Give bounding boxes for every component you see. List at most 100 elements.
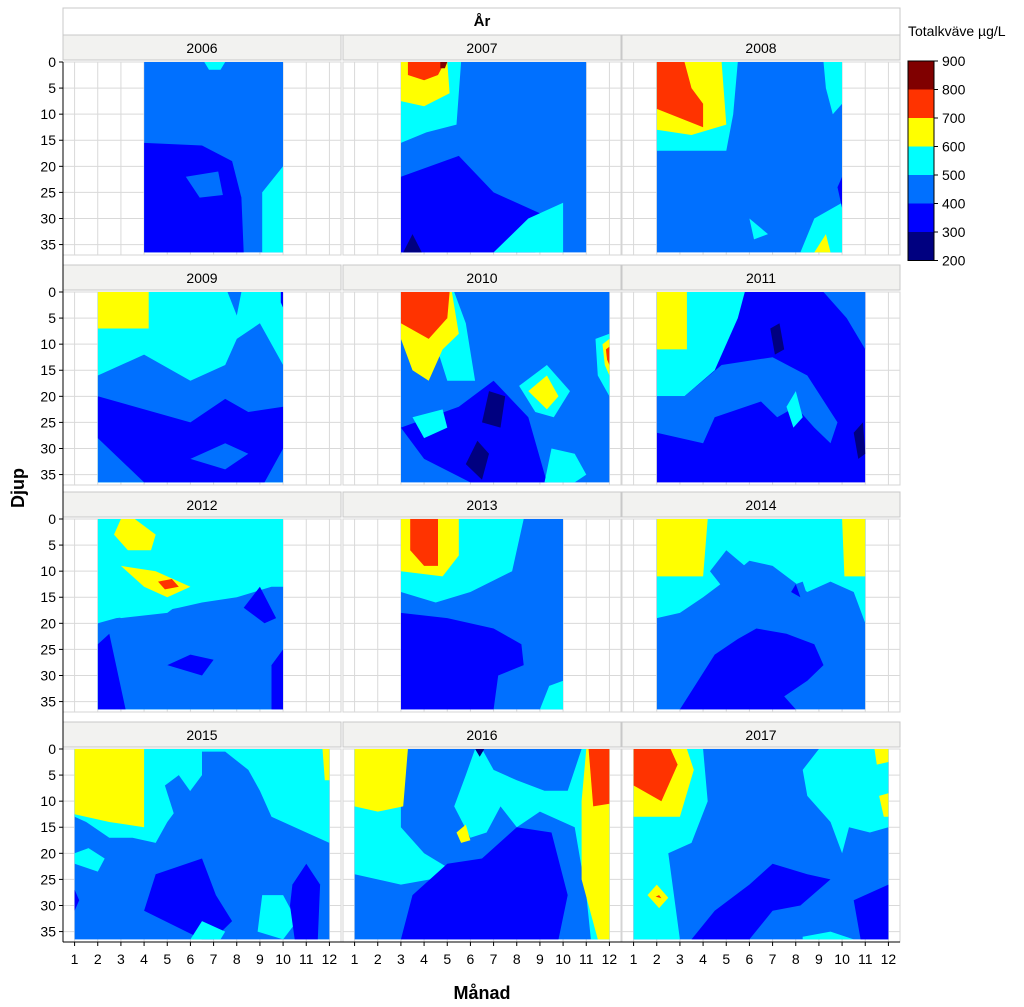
contour-region (407, 62, 445, 81)
contour-region (800, 202, 843, 253)
contour-region (710, 550, 745, 592)
y-tick-label: 5 (48, 80, 56, 96)
year-strip (621, 491, 901, 518)
facet-panel-2008: 2008 (621, 34, 901, 256)
y-tick-label: 0 (48, 741, 56, 757)
contour-region (440, 62, 448, 69)
y-tick-label: 15 (40, 132, 56, 148)
contour-region (400, 380, 547, 483)
contour-region (655, 895, 662, 899)
year-strip-label: 2014 (745, 497, 776, 513)
year-strip-label: 2015 (186, 727, 217, 743)
x-tick-label: 9 (536, 951, 544, 967)
x-tick-label: 2 (653, 951, 661, 967)
contour-fill (400, 519, 564, 710)
legend-label: 400 (942, 196, 966, 212)
x-tick-label: 1 (71, 951, 79, 967)
x-axis-label: Månad (453, 983, 510, 1003)
contour-region (465, 440, 489, 480)
x-tick-label: 2 (94, 951, 102, 967)
year-strip-label: 2011 (746, 270, 776, 286)
contour-region (656, 519, 708, 577)
y-tick-label: 15 (40, 819, 56, 835)
contour-region (400, 155, 552, 253)
contour-region (190, 443, 249, 470)
x-tick-label: 4 (140, 951, 148, 967)
legend-frame (907, 60, 935, 261)
contour-region (412, 409, 448, 439)
y-tick-label: 10 (40, 106, 56, 122)
x-tick-label: 10 (275, 951, 291, 967)
y-tick-label: 5 (48, 310, 56, 326)
facet-panel-2012: 2012 0 5 10 15 20 25 30 35 (40, 491, 342, 713)
contour-region (853, 884, 889, 940)
y-tick-label: 30 (40, 897, 56, 913)
legend-swatch (908, 175, 934, 204)
contour-region (788, 581, 810, 603)
y-tick-label: 10 (40, 336, 56, 352)
year-strip (62, 264, 342, 291)
contour-region (802, 749, 889, 854)
contour-region (400, 827, 568, 940)
legend-label: 800 (942, 82, 966, 98)
contour-region (257, 895, 297, 940)
contour-region (602, 338, 610, 376)
contour-region (823, 62, 843, 115)
facet-panel-2006: 2006 0 5 10 15 20 25 30 35 (40, 34, 342, 256)
contour-region (853, 422, 866, 459)
year-strip-label: 2013 (466, 497, 497, 513)
x-tick-label: 1 (630, 951, 638, 967)
contour-region (770, 323, 785, 355)
contour-fill (400, 292, 610, 483)
contour-region (874, 749, 889, 765)
contour-region (539, 680, 564, 710)
y-tick-label: 35 (40, 924, 56, 940)
contour-region (97, 586, 284, 710)
contour-fill (74, 749, 330, 940)
contour-region (656, 357, 838, 444)
contour-region (164, 775, 198, 822)
contour-fill (656, 62, 843, 253)
y-tick-label: 25 (40, 184, 56, 200)
x-tick-label: 9 (256, 951, 264, 967)
year-strip (621, 34, 901, 61)
contour-region (791, 584, 801, 598)
facet-panel-2007: 2007 (342, 34, 622, 256)
legend-label: 300 (942, 224, 966, 240)
x-tick-label: 6 (467, 951, 475, 967)
y-tick-label: 25 (40, 641, 56, 657)
facet-panel-2013: 2013 (342, 491, 622, 713)
x-tick-label: 11 (299, 951, 314, 967)
year-strip (342, 491, 622, 518)
contour-region (354, 749, 408, 812)
contour-region (185, 171, 223, 198)
contour-fill (144, 62, 284, 253)
x-tick-label: 4 (420, 951, 428, 967)
contour-region (97, 292, 149, 329)
y-tick-label: 20 (40, 615, 56, 631)
facet-panel-2011: 2011 (621, 264, 901, 486)
x-tick-label: 8 (233, 951, 241, 967)
year-strip-label: 2010 (466, 270, 497, 286)
contour-region (749, 218, 768, 240)
x-tick-label: 12 (322, 951, 338, 967)
x-tick-label: 3 (397, 951, 405, 967)
y-tick-label: 15 (40, 589, 56, 605)
contour-region (322, 749, 330, 781)
y-tick-label: 30 (40, 210, 56, 226)
year-strip (62, 491, 342, 518)
contour-region (74, 889, 80, 911)
title-strip (62, 7, 901, 36)
y-tick-label: 10 (40, 563, 56, 579)
contour-region (424, 801, 459, 838)
contour-region (204, 62, 226, 70)
contour-region (656, 292, 687, 350)
contour-region (120, 565, 191, 598)
x-tick-label: 12 (602, 951, 618, 967)
x-tick-label: 11 (858, 951, 873, 967)
y-tick-label: 25 (40, 871, 56, 887)
year-strip (342, 264, 622, 291)
x-tick-label: 6 (187, 951, 195, 967)
